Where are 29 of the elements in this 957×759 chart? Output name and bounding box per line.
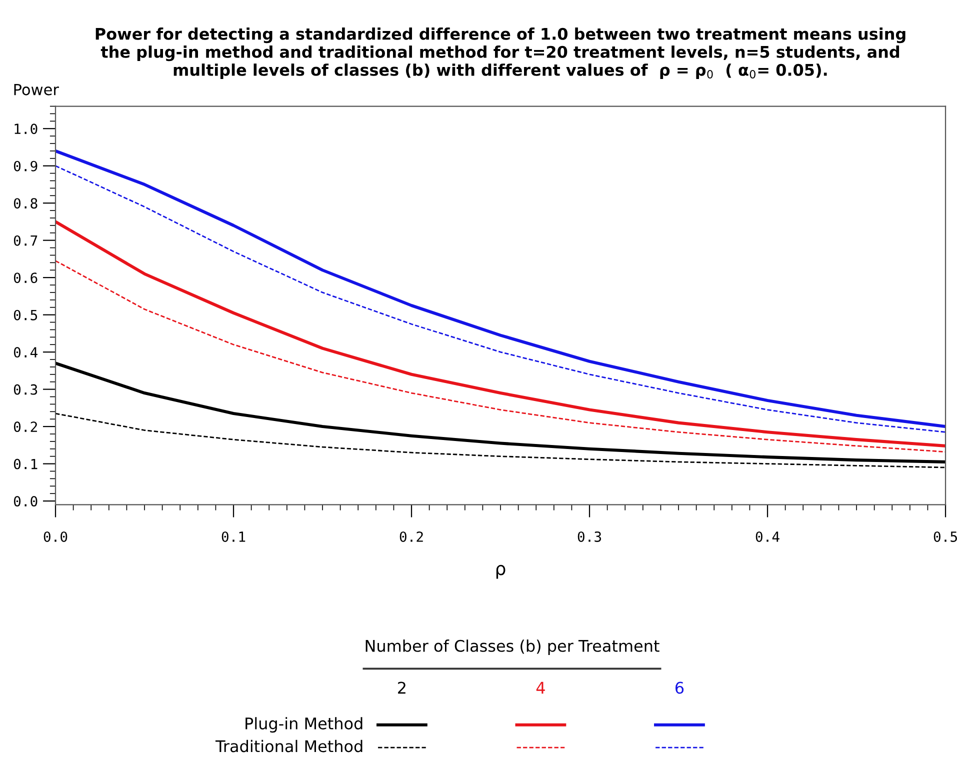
x-tick-label: 0.2 (400, 531, 423, 542)
y-tick-label: 0.7 (14, 235, 38, 246)
y-tick-label: 0.6 (14, 272, 38, 284)
y-tick-label: 1.0 (14, 124, 38, 134)
y-tick-label: 0.5 (14, 310, 38, 320)
x-tick-label: 0.1 (222, 531, 246, 542)
x-axis-title: ρ (496, 564, 506, 579)
y-tick-label: 0.4 (14, 347, 38, 358)
line-series (56, 260, 946, 453)
text: 6 (676, 682, 684, 694)
line-series (56, 220, 946, 448)
text: 4 (536, 682, 545, 694)
chart-title: Power for detecting a standardized difference of 1.0 between two treatment means using the plug-in method and traditional method for t=20 treatment levels, n=5 students, and multiple levels of classes (b) with different values of ρ = ρ$_{0}$ ( α$_{0}$= 0.05). (96, 28, 906, 80)
y-tick-label: 0.2 (14, 422, 37, 432)
y-tick-label: 0.3 (14, 384, 38, 395)
line-series (56, 362, 946, 464)
y-tick-label: 0.0 (14, 496, 38, 507)
y-tick-label: 0.9 (14, 160, 38, 172)
x-tick-label: 0.4 (756, 531, 780, 542)
text: 2 (398, 682, 406, 694)
y-tick-label: 0.8 (14, 198, 38, 209)
legend-title: Number of Classes (b) per Treatment (366, 640, 660, 656)
text: Traditional Method (215, 740, 362, 752)
x-tick-label: 0.5 (934, 531, 957, 542)
x-tick-label: 0.0 (44, 531, 68, 542)
y-axis-title: Power (14, 84, 59, 96)
x-tick-label: 0.3 (578, 531, 602, 542)
y-tick-label: 0.1 (14, 458, 38, 470)
text: Plug-in Method (246, 717, 362, 733)
